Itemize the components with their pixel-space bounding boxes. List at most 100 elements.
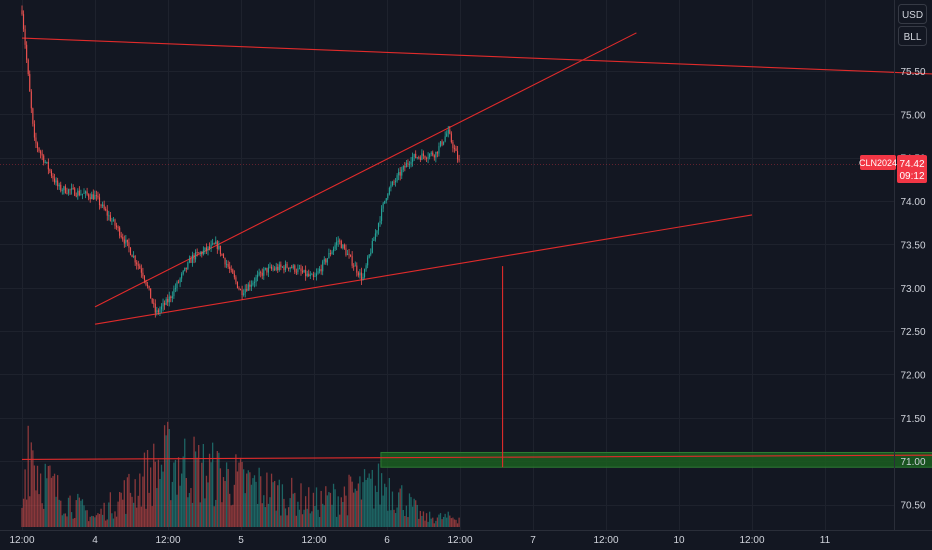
candle: [129, 247, 132, 256]
volume-bar: [115, 516, 118, 527]
currency-button[interactable]: USD: [898, 4, 927, 24]
volume-bar: [131, 496, 133, 527]
candle: [288, 267, 290, 272]
volume-bar: [95, 515, 98, 527]
candle: [178, 279, 180, 284]
candle: [109, 211, 111, 222]
time-tick-label: 7: [530, 535, 536, 546]
volume-bar: [174, 459, 177, 527]
volume-bar: [103, 502, 105, 527]
candle: [455, 145, 457, 152]
volume-series: [21, 421, 460, 527]
candle: [209, 242, 211, 251]
time-tick-label: 10: [673, 535, 685, 546]
volume-bar: [275, 510, 277, 527]
candle: [216, 240, 218, 254]
candle: [444, 131, 446, 143]
volume-bar: [272, 482, 274, 527]
time-axis[interactable]: 12:00 4 12:00 5 12:00 6 12:00 7 12:00 10 12:00 11: [9, 535, 830, 546]
candle: [218, 240, 220, 251]
volume-bar: [301, 514, 304, 527]
candle: [271, 264, 273, 271]
volume-bar: [132, 502, 135, 527]
volume-bar: [424, 520, 426, 527]
volume-bar: [63, 513, 65, 527]
trendlines[interactable]: [21, 32, 932, 468]
time-tick-label: 5: [238, 535, 244, 546]
trendline[interactable]: [21, 454, 932, 460]
candle: [390, 181, 392, 192]
candle: [381, 205, 383, 225]
volume-bar: [101, 514, 104, 527]
candle: [143, 274, 145, 284]
candle: [260, 270, 262, 278]
candle: [421, 149, 423, 161]
candle: [205, 243, 207, 255]
candle: [253, 277, 256, 288]
volume-bar: [337, 496, 339, 527]
candle: [320, 264, 322, 275]
volume-bar: [80, 500, 82, 527]
volume-bar: [46, 478, 48, 527]
trendline[interactable]: [21, 37, 932, 75]
volume-bar: [309, 513, 311, 527]
candle: [277, 263, 279, 273]
candle: [452, 139, 454, 153]
candle: [69, 188, 71, 195]
volume-bar: [295, 515, 297, 527]
volume-bar: [354, 488, 356, 527]
volume-bar: [196, 457, 198, 527]
candle: [360, 267, 362, 285]
candle: [405, 160, 407, 168]
candle: [227, 260, 229, 269]
volume-bar: [367, 477, 369, 527]
candle: [170, 295, 172, 303]
volume-bar: [205, 475, 208, 527]
candle: [426, 156, 428, 162]
trendline[interactable]: [94, 32, 637, 308]
target-zone[interactable]: [380, 451, 932, 468]
candle: [432, 150, 434, 157]
candle: [255, 274, 257, 287]
candle: [325, 257, 327, 265]
volume-bar: [109, 492, 111, 527]
candle: [187, 261, 189, 271]
volume-bar: [187, 497, 189, 527]
candle: [319, 266, 321, 274]
volume-bar: [156, 488, 158, 527]
candle: [267, 264, 269, 277]
candle: [213, 242, 215, 245]
candle: [241, 285, 243, 300]
volume-bar: [215, 499, 217, 527]
last-price-tag: 74.42 09:12: [897, 155, 927, 183]
trendline[interactable]: [94, 214, 753, 325]
volume-bar: [146, 450, 149, 527]
candle: [292, 263, 294, 270]
candle: [244, 284, 246, 298]
candle: [257, 270, 259, 282]
volume-bar: [336, 516, 338, 527]
volume-bar: [123, 480, 125, 527]
candle: [359, 269, 361, 279]
volume-bar: [167, 421, 169, 527]
candle: [322, 259, 324, 276]
volume-bar: [98, 514, 101, 527]
candle: [404, 162, 406, 172]
candle: [297, 264, 299, 275]
volume-bar: [255, 481, 257, 527]
volume-bar: [142, 476, 144, 527]
volume-bar: [332, 483, 335, 527]
candle: [221, 253, 223, 256]
volume-bar: [314, 505, 316, 527]
volume-bar: [419, 510, 421, 527]
candle: [388, 186, 390, 196]
volume-bar: [157, 459, 160, 527]
candle: [399, 167, 401, 181]
candle: [43, 154, 45, 166]
candle: [204, 247, 206, 255]
unit-button[interactable]: BLL: [898, 26, 927, 46]
volume-bar: [407, 517, 409, 527]
volume-bar: [230, 505, 232, 527]
